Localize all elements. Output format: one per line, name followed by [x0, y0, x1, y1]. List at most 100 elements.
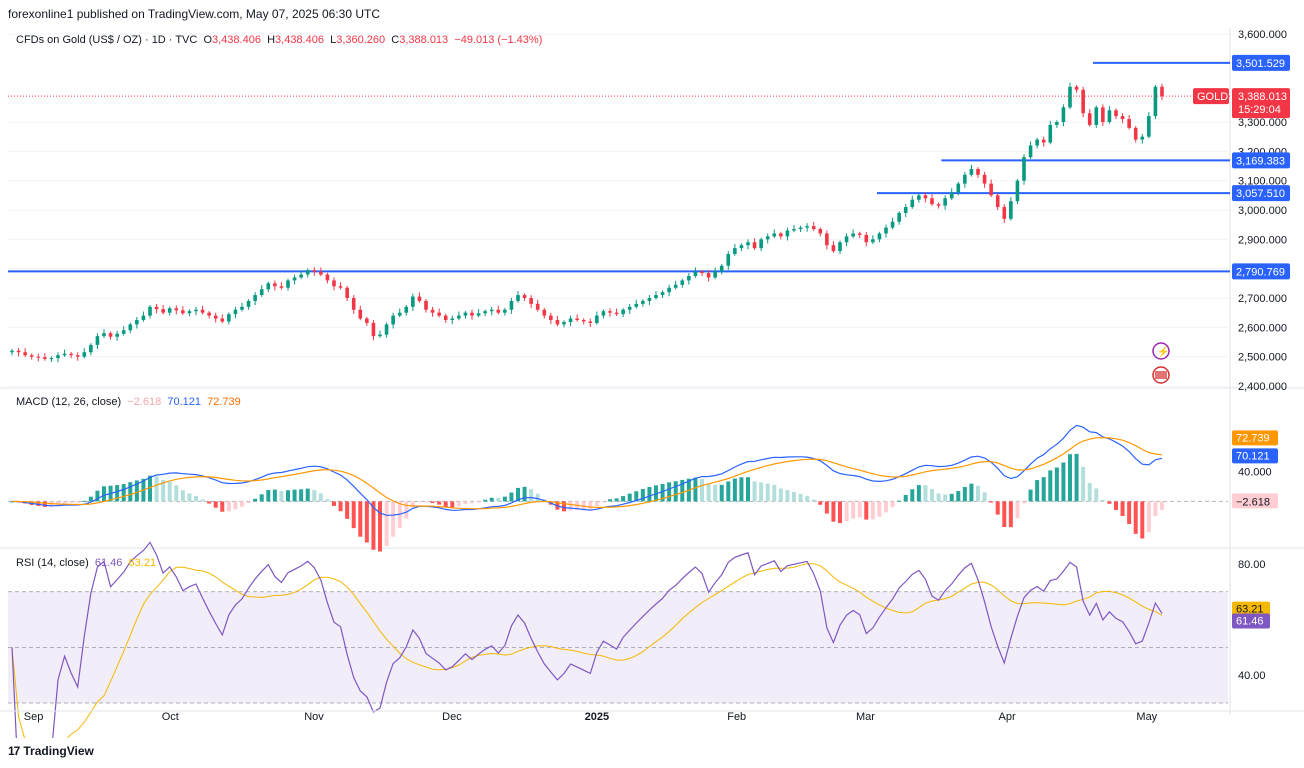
macd-histogram-bar: [128, 482, 133, 502]
macd-histogram-bar: [640, 488, 645, 502]
price-tick-label: 3,100.000: [1238, 176, 1287, 188]
chart-container[interactable]: 3,600.0003,300.0003,200.0003,100.0003,00…: [0, 28, 1304, 738]
candle-body: [1153, 86, 1158, 117]
macd-histogram-bar: [535, 493, 540, 502]
macd-histogram-bar: [713, 484, 718, 502]
macd-histogram-bar: [345, 501, 350, 519]
candle-body: [95, 336, 100, 345]
macd-histogram-bar: [253, 498, 258, 502]
macd-histogram-bar: [417, 501, 422, 503]
macd-histogram-bar: [180, 490, 185, 502]
candle-body: [246, 300, 251, 307]
macd-histogram-bar: [443, 501, 448, 508]
macd-signal-value: 72.739: [207, 396, 241, 408]
candle-body: [903, 207, 908, 213]
candle-body: [562, 322, 566, 325]
candle-body: [463, 312, 468, 316]
candle-body: [989, 183, 993, 196]
lightning-icon: [1152, 342, 1170, 360]
candle-body: [1041, 139, 1046, 143]
macd-histogram-bar: [824, 501, 829, 514]
candle-body: [982, 174, 987, 184]
macd-histogram-bar: [470, 501, 474, 504]
candle-body: [1101, 107, 1105, 122]
candle-body: [818, 229, 823, 234]
macd-histogram-bar: [115, 485, 120, 502]
macd-histogram-bar: [943, 494, 948, 502]
tradingview-footer[interactable]: 17 TradingView: [8, 744, 94, 758]
macd-histogram-bar: [673, 481, 678, 502]
level-price-tag: [1232, 152, 1290, 169]
candle-body: [483, 311, 487, 314]
candle-body: [43, 357, 47, 360]
candle-body: [404, 306, 409, 313]
macd-histogram-bar: [726, 481, 731, 502]
candle-body: [581, 320, 586, 322]
candle-body: [128, 324, 133, 331]
time-tick-label: Mar: [856, 711, 875, 723]
candle-body: [1107, 110, 1112, 122]
macd-histogram-bar: [134, 480, 139, 502]
candle-body: [825, 233, 829, 246]
candle-body: [595, 315, 599, 323]
candle-body: [1035, 139, 1039, 146]
candle-body: [1114, 110, 1118, 117]
candle-body: [680, 280, 685, 285]
candle-body: [10, 350, 14, 353]
macd-histogram-bar: [483, 499, 488, 502]
candle-body: [1074, 86, 1079, 90]
macd-hist-tag-label: −2.618: [1236, 496, 1270, 508]
macd-histogram-bar: [746, 477, 750, 502]
high-label: H: [267, 34, 276, 46]
candle-body: [220, 318, 225, 322]
candle-body: [338, 286, 343, 288]
price-tick-label: 3,300.000: [1238, 117, 1287, 129]
macd-histogram-bar: [739, 477, 744, 502]
macd-histogram-bar: [325, 499, 330, 502]
macd-histogram-bar: [102, 486, 106, 502]
macd-histogram-bar: [831, 501, 836, 522]
macd-histogram-bar: [226, 501, 231, 512]
candle-body: [516, 295, 520, 301]
candle-body: [213, 315, 218, 319]
chart-canvas[interactable]: 3,600.0003,300.0003,200.0003,100.0003,00…: [0, 28, 1304, 738]
macd-histogram-bar: [923, 485, 928, 502]
candle-body: [443, 315, 448, 320]
tradingview-brand: TradingView: [23, 744, 94, 758]
macd-histogram-bar: [272, 489, 277, 502]
macd-histogram-bar: [719, 484, 724, 502]
candle-body: [851, 233, 855, 237]
price-tick-label: 3,000.000: [1238, 205, 1287, 217]
candle-body: [1160, 86, 1164, 97]
candle-body: [161, 309, 165, 313]
time-tick-label: Feb: [727, 711, 746, 723]
macd-histogram-bar: [75, 501, 80, 503]
candle-body: [299, 274, 303, 278]
macd-histogram-bar: [167, 481, 172, 502]
candle-body: [470, 312, 474, 316]
macd-histogram-bar: [358, 501, 363, 537]
candle-body: [450, 318, 455, 320]
main-legend: CFDs on Gold (US$ / OZ) · 1D · TVC O3,43…: [16, 34, 542, 46]
candle-body: [1002, 207, 1007, 219]
macd-histogram-bar: [667, 482, 672, 502]
candle-body: [739, 245, 744, 249]
level-price-label: 3,501.529: [1236, 58, 1285, 70]
macd-histogram-bar: [424, 501, 428, 503]
candle-body: [871, 239, 875, 243]
macd-histogram-bar: [588, 501, 593, 510]
last-price-label: 3,388.013: [1238, 91, 1287, 103]
candle-body: [240, 306, 244, 310]
macd-histogram-bar: [1022, 501, 1026, 504]
macd-histogram-bar: [509, 492, 514, 502]
macd-tick-label: 40.000: [1238, 467, 1272, 479]
candle-body: [700, 271, 704, 274]
macd-signal-line: [11, 437, 1163, 510]
candle-body: [1061, 107, 1066, 122]
candle-body: [411, 296, 415, 307]
macd-histogram-bar: [693, 477, 698, 502]
macd-histogram-bar: [456, 501, 461, 507]
macd-histogram-bar: [496, 497, 501, 502]
macd-histogram-bar: [1140, 501, 1145, 539]
macd-histogram-bar: [778, 488, 783, 502]
